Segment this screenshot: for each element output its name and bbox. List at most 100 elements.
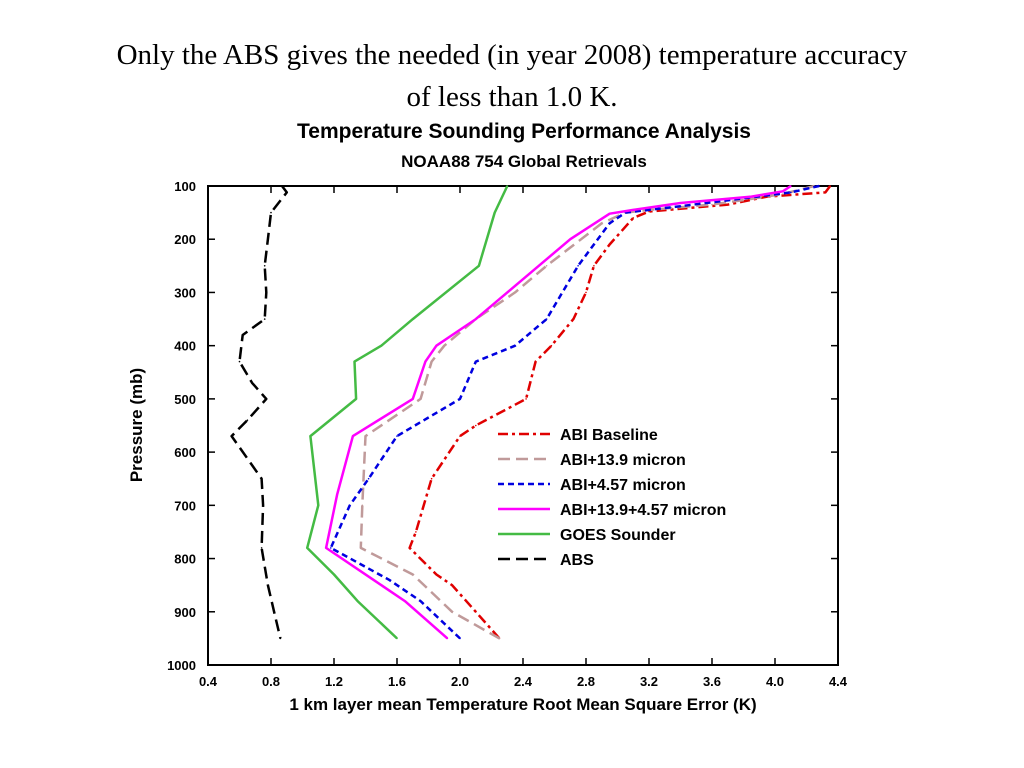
series-point bbox=[818, 185, 820, 187]
series-point bbox=[750, 195, 753, 198]
series-point bbox=[260, 477, 263, 480]
series-point bbox=[593, 265, 595, 267]
series-point bbox=[260, 547, 263, 549]
series-point bbox=[782, 193, 784, 195]
series-abi-4-57-micron bbox=[329, 184, 820, 640]
y-tick-label: 700 bbox=[174, 498, 196, 513]
y-tick-label: 100 bbox=[174, 179, 196, 194]
legend-label: ABI+13.9 micron bbox=[560, 452, 686, 469]
series-point bbox=[251, 382, 253, 384]
series-point bbox=[230, 435, 233, 437]
series-abs bbox=[230, 185, 289, 640]
series-point bbox=[330, 547, 332, 549]
series-point bbox=[325, 547, 327, 549]
x-tick-label: 1.2 bbox=[325, 674, 343, 689]
series-point bbox=[265, 398, 268, 400]
series-point bbox=[538, 265, 540, 267]
series-line-abi-13-9-4-57-micron bbox=[324, 184, 792, 640]
series-point bbox=[333, 573, 335, 576]
series-point bbox=[380, 344, 383, 347]
series-point bbox=[361, 504, 364, 507]
x-tick-label: 3.2 bbox=[640, 674, 658, 689]
series-point bbox=[281, 185, 283, 187]
series-point bbox=[412, 318, 414, 320]
series-point bbox=[550, 344, 553, 347]
series-point bbox=[388, 579, 390, 581]
series-point bbox=[430, 477, 433, 480]
x-tick-label: 2.8 bbox=[577, 674, 595, 689]
series-layer bbox=[230, 184, 832, 640]
series-point bbox=[577, 265, 579, 267]
chart-title: Temperature Sounding Performance Analysi… bbox=[297, 120, 751, 143]
series-line-abi-baseline bbox=[408, 185, 832, 640]
slide-title-line-1: Only the ABS gives the needed (in year 2… bbox=[116, 39, 908, 71]
y-tick-label: 200 bbox=[174, 232, 196, 247]
series-point bbox=[475, 611, 477, 613]
series-point bbox=[355, 398, 357, 400]
legend: ABI Baseline ABI+13.9 micron ABI+4.57 micr… bbox=[498, 427, 726, 569]
slide-title: Only the ABS gives the needed (in year 2… bbox=[0, 34, 1024, 118]
y-axis-ticks: 100 200 300 400 500 600 700 800 900 1000 bbox=[167, 179, 838, 673]
series-point bbox=[782, 190, 784, 193]
y-tick-label: 600 bbox=[174, 445, 196, 460]
x-axis-ticks: 0.4 0.8 1.2 1.6 2.0 2.4 2.8 3.2 3.6 4.0 4.4 bbox=[199, 186, 848, 689]
series-point bbox=[435, 344, 438, 347]
series-point bbox=[412, 573, 414, 576]
series-point bbox=[493, 211, 496, 214]
series-point bbox=[475, 318, 477, 320]
series-point bbox=[632, 217, 635, 219]
series-point bbox=[498, 637, 501, 640]
x-tick-label: 2.4 bbox=[514, 674, 533, 689]
series-point bbox=[372, 579, 375, 581]
series-point bbox=[475, 424, 477, 427]
series-point bbox=[545, 265, 548, 267]
x-tick-label: 4.0 bbox=[766, 674, 784, 689]
series-point bbox=[608, 222, 611, 225]
series-line-abi-4-57-micron bbox=[329, 184, 820, 640]
series-point bbox=[412, 398, 414, 400]
series-point bbox=[829, 185, 831, 187]
x-axis-label: 1 km layer mean Temperature Root Mean Sq… bbox=[289, 695, 756, 714]
x-tick-label: 1.6 bbox=[388, 674, 406, 689]
y-tick-label: 1000 bbox=[167, 658, 196, 673]
series-point bbox=[459, 398, 461, 400]
series-point bbox=[608, 243, 611, 246]
series-goes-sounder bbox=[305, 185, 509, 640]
legend-label: ABS bbox=[560, 552, 594, 569]
series-point bbox=[608, 212, 611, 215]
x-tick-label: 2.0 bbox=[451, 674, 469, 689]
series-point bbox=[263, 265, 266, 267]
series-point bbox=[446, 637, 449, 640]
series-point bbox=[267, 238, 269, 240]
series-point bbox=[306, 547, 309, 549]
series-point bbox=[679, 202, 682, 204]
series-point bbox=[459, 637, 461, 640]
series-point bbox=[317, 504, 320, 507]
series-point bbox=[711, 203, 713, 206]
series-point bbox=[270, 211, 272, 214]
series-point bbox=[451, 611, 453, 613]
y-tick-label: 800 bbox=[174, 552, 196, 567]
series-point bbox=[267, 584, 269, 586]
series-point bbox=[309, 435, 312, 437]
legend-label: ABI Baseline bbox=[560, 427, 658, 444]
series-point bbox=[525, 398, 527, 400]
series-point bbox=[679, 205, 682, 207]
y-tick-label: 900 bbox=[174, 605, 196, 620]
series-point bbox=[790, 191, 792, 194]
legend-label: ABI+13.9+4.57 micron bbox=[560, 502, 726, 519]
x-tick-label: 0.8 bbox=[262, 674, 280, 689]
series-point bbox=[273, 611, 275, 613]
series-abi-baseline bbox=[408, 185, 832, 640]
series-point bbox=[238, 360, 241, 363]
series-point bbox=[360, 547, 362, 549]
series-point bbox=[632, 209, 635, 211]
series-point bbox=[443, 344, 446, 347]
series-point bbox=[364, 435, 367, 437]
series-point bbox=[451, 584, 453, 586]
series-point bbox=[478, 265, 480, 267]
y-tick-label: 300 bbox=[174, 285, 196, 300]
series-point bbox=[246, 419, 249, 422]
x-tick-label: 4.4 bbox=[829, 674, 848, 689]
